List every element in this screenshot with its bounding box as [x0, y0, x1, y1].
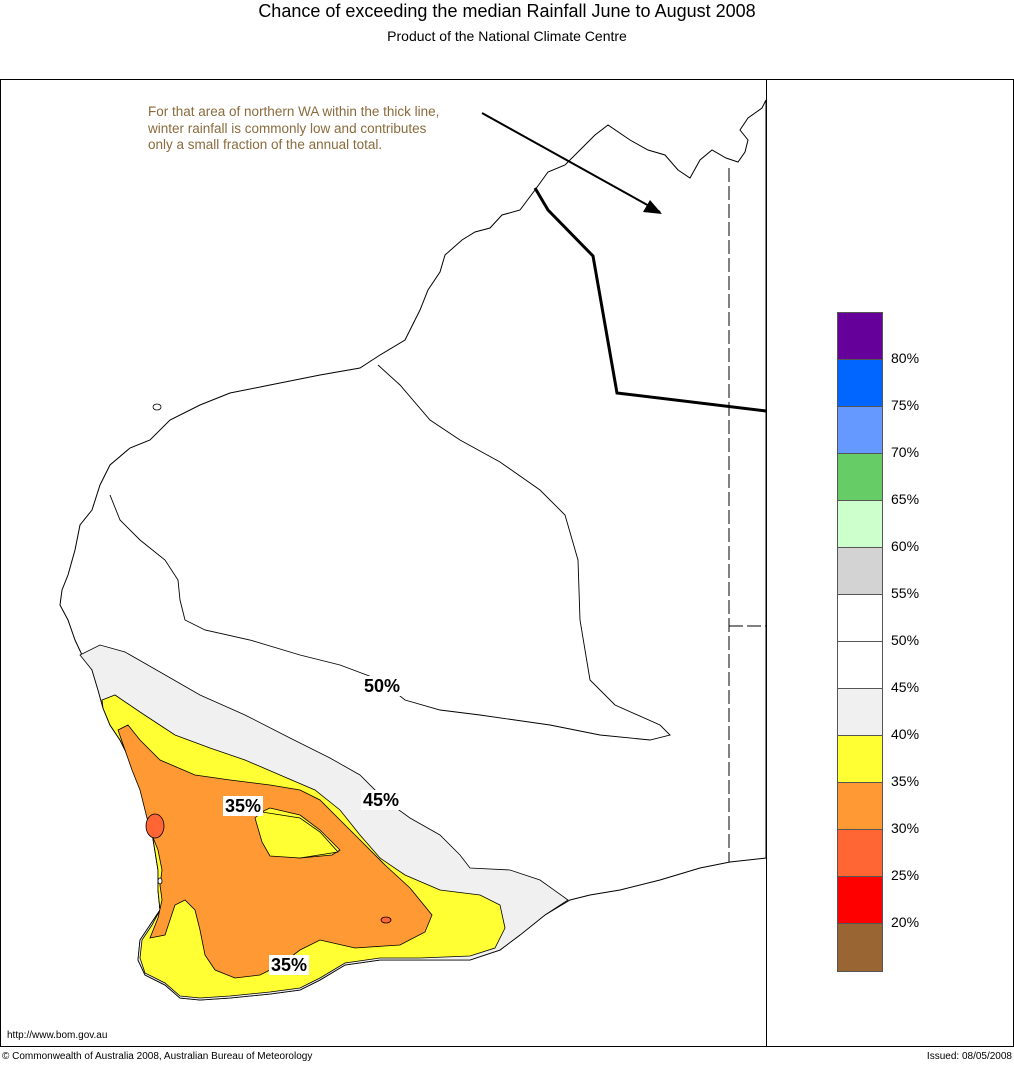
- legend-label: 80%: [891, 350, 920, 366]
- legend-swatch: [838, 454, 882, 501]
- website-url[interactable]: http://www.bom.gov.au: [7, 1030, 108, 1041]
- color-legend: [837, 312, 883, 972]
- legend-swatch: [838, 783, 882, 830]
- island: [152, 403, 162, 411]
- arrowhead: [643, 200, 662, 214]
- rainfall-map: [0, 79, 1014, 1047]
- patch-25-30-east: [380, 916, 392, 924]
- legend-label: 30%: [891, 820, 920, 836]
- legend-swatch: [838, 877, 882, 924]
- legend-swatch: [838, 736, 882, 783]
- legend-label: 55%: [891, 585, 920, 601]
- legend-swatch: [838, 595, 882, 642]
- legend-label: 45%: [891, 679, 920, 695]
- legend-swatch: [838, 313, 882, 360]
- island: [157, 877, 163, 885]
- legend-label: 65%: [891, 491, 920, 507]
- legend-swatch: [838, 830, 882, 877]
- legend-swatch: [838, 407, 882, 454]
- map-frame: [0, 79, 1014, 1047]
- annotation-arrow: [481, 112, 661, 213]
- contour-label-45: 45%: [361, 790, 402, 810]
- legend-swatch: [838, 642, 882, 689]
- map-subtitle: Product of the National Climate Centre: [387, 28, 627, 44]
- northern-area-boundary: [533, 187, 767, 413]
- contour-label-50: 50%: [362, 676, 403, 696]
- legend-swatch: [838, 360, 882, 407]
- legend-swatch: [838, 924, 882, 971]
- map-title: Chance of exceeding the median Rainfall …: [258, 1, 756, 21]
- note-line-2: winter rainfall is commonly low and cont…: [148, 120, 427, 136]
- note-line-3: only a small fraction of the annual tota…: [148, 137, 383, 152]
- legend-label: 60%: [891, 538, 920, 554]
- contour-label-35-lower: 35%: [269, 955, 310, 975]
- contour-label-35-upper: 35%: [223, 796, 264, 816]
- copyright-notice: © Commonwealth of Australia 2008, Austra…: [2, 1051, 313, 1062]
- legend-label: 25%: [891, 867, 920, 883]
- legend-label: 75%: [891, 397, 920, 413]
- issued-date: Issued: 08/05/2008: [926, 1051, 1012, 1062]
- yellow-inlier: [254, 811, 339, 859]
- northern-wa-note: For that area of northern WA within the …: [148, 104, 488, 154]
- patch-25-30-west: [145, 813, 165, 839]
- legend-label: 35%: [891, 773, 920, 789]
- legend-swatch: [838, 548, 882, 595]
- contour-50: [109, 364, 671, 741]
- note-line-1: For that area of northern WA within the …: [148, 104, 440, 119]
- legend-label: 70%: [891, 444, 920, 460]
- legend-label: 20%: [891, 914, 920, 930]
- legend-label: 50%: [891, 632, 920, 648]
- legend-swatch: [838, 501, 882, 548]
- legend-label: 40%: [891, 726, 920, 742]
- legend-swatch: [838, 689, 882, 736]
